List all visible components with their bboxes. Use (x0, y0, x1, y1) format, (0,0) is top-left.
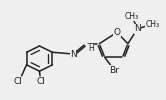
Text: Br: Br (109, 66, 119, 74)
Text: O: O (114, 28, 121, 37)
Text: N: N (70, 50, 77, 58)
Text: Cl: Cl (13, 77, 22, 86)
Text: Cl: Cl (36, 77, 45, 86)
Text: H: H (88, 44, 93, 53)
Text: N: N (134, 24, 141, 33)
Text: CH₃: CH₃ (145, 20, 159, 29)
Text: CH₃: CH₃ (125, 12, 139, 21)
